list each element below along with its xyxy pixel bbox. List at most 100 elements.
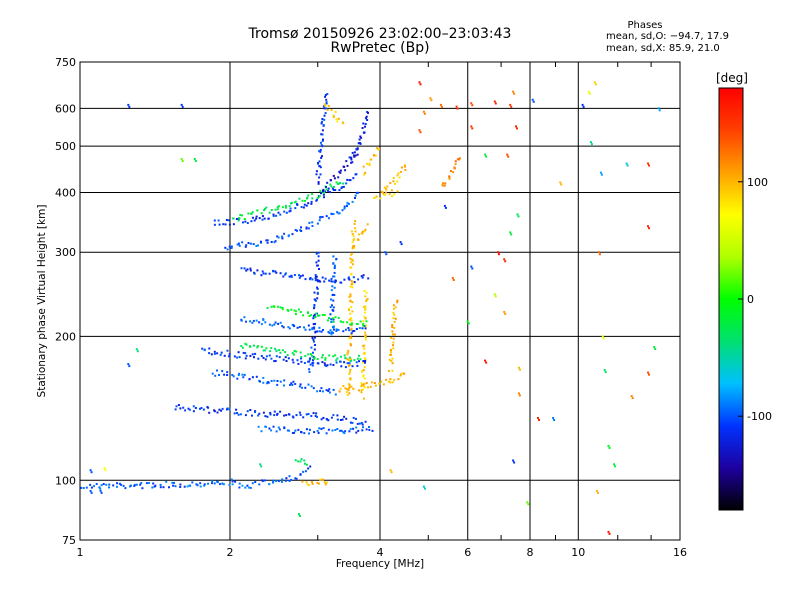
data-point bbox=[315, 170, 318, 173]
data-point bbox=[238, 356, 241, 359]
data-point bbox=[237, 374, 240, 377]
data-point bbox=[393, 313, 396, 316]
data-point bbox=[456, 107, 459, 110]
data-point bbox=[313, 348, 316, 351]
data-point bbox=[313, 357, 316, 360]
phases-title: Phases bbox=[627, 20, 663, 31]
data-point bbox=[213, 223, 216, 226]
data-point bbox=[306, 311, 309, 314]
data-point bbox=[394, 182, 396, 185]
data-point bbox=[203, 483, 206, 486]
data-point bbox=[339, 169, 342, 172]
data-point bbox=[330, 320, 333, 323]
data-point bbox=[364, 331, 367, 334]
data-point bbox=[353, 223, 356, 225]
data-point bbox=[323, 191, 326, 194]
data-point bbox=[309, 357, 312, 360]
data-point bbox=[180, 158, 183, 160]
data-point bbox=[317, 181, 320, 184]
data-point bbox=[271, 324, 274, 327]
data-point bbox=[291, 383, 294, 386]
data-point bbox=[334, 429, 337, 431]
data-point bbox=[382, 383, 385, 386]
data-point bbox=[319, 216, 322, 218]
data-point bbox=[351, 241, 354, 244]
data-point bbox=[335, 258, 338, 261]
data-point bbox=[135, 348, 138, 351]
data-point bbox=[273, 414, 276, 417]
data-point bbox=[320, 156, 323, 159]
data-point bbox=[80, 486, 83, 489]
data-point bbox=[348, 296, 351, 299]
data-point bbox=[361, 423, 364, 426]
data-point bbox=[321, 361, 324, 364]
data-point bbox=[274, 347, 277, 350]
data-point bbox=[504, 312, 507, 315]
data-point bbox=[268, 272, 271, 275]
data-point bbox=[128, 365, 131, 368]
data-point bbox=[275, 355, 278, 358]
data-point bbox=[349, 360, 352, 362]
data-point bbox=[159, 483, 162, 486]
data-point bbox=[300, 230, 303, 232]
data-point bbox=[251, 321, 254, 324]
data-point bbox=[317, 482, 320, 485]
data-point bbox=[400, 373, 402, 376]
data-point bbox=[391, 357, 394, 360]
data-point bbox=[389, 469, 392, 472]
data-point bbox=[308, 428, 311, 431]
data-point bbox=[364, 171, 367, 174]
data-point bbox=[304, 199, 306, 202]
data-point bbox=[647, 371, 649, 374]
data-point bbox=[192, 410, 195, 413]
data-point bbox=[332, 255, 335, 258]
data-point bbox=[309, 353, 312, 356]
data-point bbox=[344, 357, 347, 359]
data-point bbox=[320, 192, 322, 195]
data-point bbox=[275, 214, 278, 217]
data-point bbox=[241, 373, 244, 376]
data-point bbox=[181, 160, 184, 162]
data-point bbox=[363, 382, 366, 385]
data-point bbox=[349, 428, 352, 431]
data-point bbox=[311, 481, 313, 483]
data-point bbox=[364, 327, 367, 330]
data-point bbox=[221, 407, 224, 410]
data-point bbox=[332, 364, 335, 366]
data-point bbox=[220, 351, 223, 354]
data-point bbox=[318, 219, 321, 222]
data-point bbox=[303, 459, 306, 462]
data-point bbox=[356, 422, 359, 425]
data-point bbox=[418, 129, 421, 132]
data-point bbox=[444, 182, 447, 185]
data-point bbox=[392, 177, 395, 179]
data-point bbox=[349, 336, 352, 339]
data-point bbox=[347, 276, 350, 279]
data-point bbox=[366, 119, 369, 121]
data-point bbox=[648, 227, 650, 230]
data-point bbox=[304, 470, 307, 473]
data-point bbox=[364, 361, 366, 364]
data-point bbox=[309, 465, 312, 468]
data-point bbox=[363, 131, 366, 134]
data-point bbox=[312, 317, 315, 320]
data-point bbox=[335, 330, 338, 332]
data-point bbox=[330, 333, 333, 336]
data-point bbox=[236, 412, 238, 414]
data-point bbox=[364, 308, 367, 311]
data-point bbox=[400, 166, 403, 169]
data-point bbox=[319, 389, 322, 392]
data-point bbox=[350, 332, 353, 335]
data-point bbox=[272, 269, 275, 272]
data-point bbox=[224, 246, 227, 249]
data-point bbox=[325, 481, 328, 484]
data-point bbox=[295, 310, 297, 313]
data-point bbox=[321, 145, 324, 148]
data-point bbox=[274, 270, 277, 273]
data-point bbox=[224, 223, 227, 226]
data-point bbox=[304, 462, 306, 465]
data-point bbox=[313, 307, 315, 310]
data-point bbox=[364, 305, 367, 308]
data-point bbox=[360, 385, 363, 388]
data-point bbox=[631, 397, 634, 400]
